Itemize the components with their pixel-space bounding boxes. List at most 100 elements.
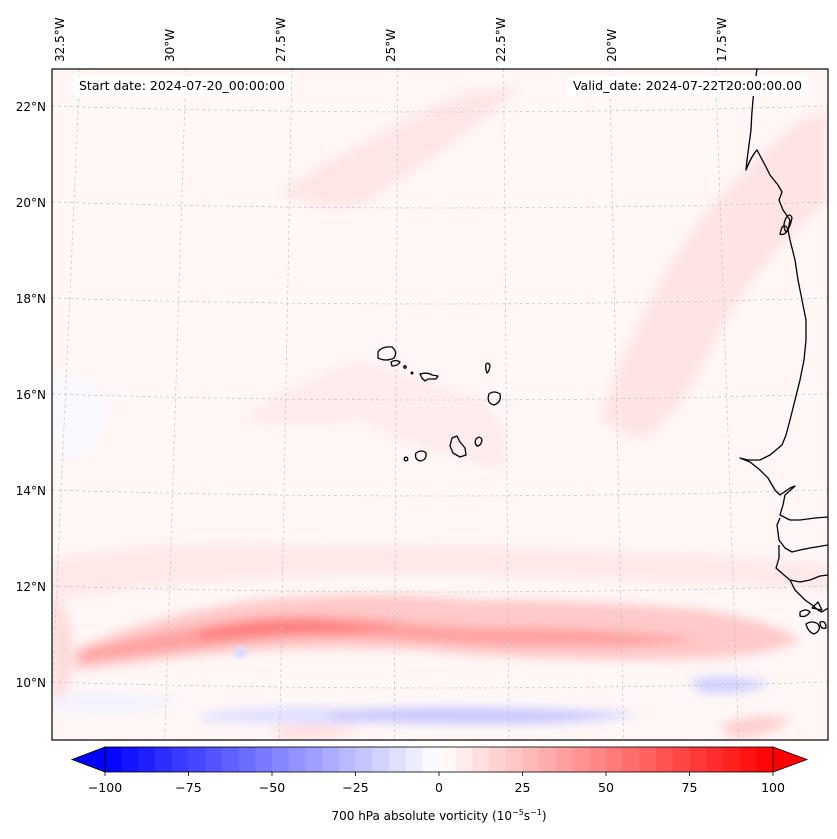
gridline-lat [52, 201, 828, 209]
colorbar-segment [639, 747, 657, 772]
colorbar-extend-min [70, 746, 106, 773]
colorbar-segment [572, 747, 590, 772]
vorticity-field [52, 88, 828, 740]
colorbar-title-exp1: −5 [511, 808, 524, 817]
colorbar-segment [505, 747, 523, 772]
longitude-tick-label: 22.5°W [494, 17, 509, 62]
coastline-island-sao-vicente [390, 359, 401, 367]
coastline-island-boa-vista [487, 391, 502, 406]
colorbar-tick-label: 100 [761, 780, 785, 795]
colorbar-segment [372, 747, 390, 772]
colorbar-segment [171, 747, 189, 772]
gridline-lon [609, 69, 625, 740]
colorbar [70, 746, 809, 776]
gridline-lat [52, 393, 828, 401]
colorbar-segment [388, 747, 407, 772]
coastline-island-santo-antao [377, 346, 397, 361]
gridline-lat [52, 105, 828, 113]
colorbar-segment [405, 747, 423, 772]
colorbar-segment [689, 747, 707, 772]
colorbar-segment [706, 747, 724, 772]
colorbar-tick-label: −75 [175, 780, 202, 795]
colorbar-segment [455, 747, 473, 772]
colorbar-segment [472, 747, 490, 772]
vorticity-contour-positive [270, 724, 360, 740]
colorbar-segment [138, 747, 156, 772]
valid-date-label: Valid_date: 2024-07-22T20:00:00.00 [566, 76, 808, 96]
longitude-tick-label: 17.5°W [715, 17, 729, 62]
colorbar-segment [522, 747, 540, 772]
latitude-tick-label: 14°N [15, 484, 46, 498]
colorbar-segment [288, 747, 306, 772]
vorticity-contour-positive [280, 88, 520, 208]
vorticity-contour-positive [240, 360, 507, 470]
coastlines [377, 69, 828, 635]
gridline-lat [52, 681, 828, 689]
colorbar-title-exp2: −1 [530, 808, 542, 817]
colorbar-tick-label: −25 [342, 780, 369, 795]
colorbar-tick-label: 50 [598, 780, 614, 795]
colorbar-tick-label: −100 [87, 780, 123, 795]
latitude-tick-label: 18°N [15, 292, 46, 306]
coastline-africa [739, 69, 828, 521]
colorbar-segment [722, 747, 741, 772]
colorbar-segment [656, 747, 674, 772]
coastline-island [779, 225, 789, 236]
colorbar-segment [489, 747, 507, 772]
gridline-lon [503, 69, 510, 740]
gridline-lon [715, 69, 739, 740]
vorticity-contour-positive [600, 110, 828, 440]
gridline-lat [52, 585, 828, 593]
latitude-tick-label: 12°N [15, 580, 46, 594]
colorbar-title-end: ) [541, 809, 547, 823]
colorbar-segment [672, 747, 690, 772]
colorbar-segment [205, 747, 223, 772]
coastline-africa-south [775, 517, 828, 613]
colorbar-segment [355, 747, 373, 772]
colorbar-tick-label: −50 [258, 780, 286, 795]
colorbar-segment [322, 747, 340, 772]
colorbar-segment [155, 747, 173, 772]
gridline-lon [393, 69, 399, 740]
gridlines [52, 69, 828, 740]
coastline-island-fogo [414, 450, 427, 462]
coastline-island-bissagos [799, 601, 827, 635]
colorbar-segment [305, 747, 323, 772]
longitude-tick-label: 25°W [384, 28, 398, 62]
gridline-lon [279, 69, 293, 740]
vorticity-contour-positive [52, 600, 74, 700]
colorbar-segment [739, 747, 757, 772]
colorbar-segment [539, 747, 557, 772]
longitude-tick-label: 30°W [163, 28, 178, 62]
coastline-island-raso [410, 371, 414, 375]
colorbar-segment [606, 747, 624, 772]
colorbar-segment [121, 747, 139, 772]
gridline-lat [52, 489, 828, 497]
coastline-island-sal [485, 362, 491, 374]
colorbar-tick-label: 25 [514, 780, 531, 795]
latitude-tick-label: 16°N [15, 388, 46, 402]
colorbar-tick-label: 0 [435, 780, 443, 795]
colorbar-segment [756, 747, 774, 772]
longitude-tick-label: 20°W [604, 28, 619, 62]
colorbar-tick-label: 75 [681, 780, 698, 795]
coastline-island-santa-luzia [403, 365, 407, 369]
colorbar-title-main: 700 hPa absolute vorticity (10 [331, 809, 512, 823]
coastline-island-maio [474, 436, 483, 447]
coastline-island-sao-nicolau [419, 372, 439, 382]
vorticity-contour-positive [52, 544, 828, 600]
gridline-lon [52, 69, 81, 702]
vorticity-contour-negative [52, 377, 110, 460]
map-frame [51, 68, 829, 741]
colorbar-segment [422, 747, 440, 772]
start-date-label: Start date: 2024-07-20_00:00:00 [73, 76, 291, 96]
colorbar-segment [255, 747, 273, 772]
colorbar-segment [272, 747, 290, 772]
vorticity-contour-negative [52, 693, 180, 713]
vorticity-contour-positive [200, 618, 400, 640]
coastline-island-santiago [449, 435, 467, 458]
gridline-lon [164, 69, 187, 740]
latitude-tick-label: 22°N [15, 100, 46, 114]
vorticity-contour-positive [720, 716, 790, 738]
